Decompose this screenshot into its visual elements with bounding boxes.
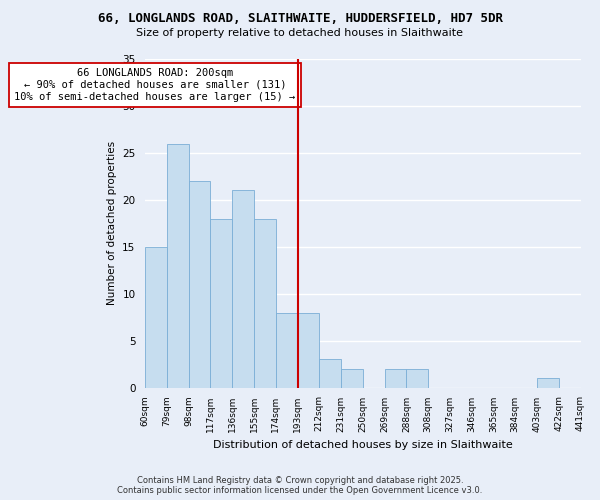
Bar: [319, 360, 341, 388]
Bar: [341, 369, 363, 388]
Bar: [167, 144, 188, 388]
Bar: [211, 218, 232, 388]
Text: Contains HM Land Registry data © Crown copyright and database right 2025.
Contai: Contains HM Land Registry data © Crown c…: [118, 476, 482, 495]
Bar: [254, 218, 276, 388]
Bar: [276, 312, 298, 388]
Bar: [232, 190, 254, 388]
Bar: [188, 181, 211, 388]
X-axis label: Distribution of detached houses by size in Slaithwaite: Distribution of detached houses by size …: [213, 440, 513, 450]
Bar: [298, 312, 319, 388]
Text: 66, LONGLANDS ROAD, SLAITHWAITE, HUDDERSFIELD, HD7 5DR: 66, LONGLANDS ROAD, SLAITHWAITE, HUDDERS…: [97, 12, 503, 26]
Bar: [385, 369, 406, 388]
Y-axis label: Number of detached properties: Number of detached properties: [107, 142, 116, 306]
Bar: [406, 369, 428, 388]
Bar: [537, 378, 559, 388]
Text: Size of property relative to detached houses in Slaithwaite: Size of property relative to detached ho…: [137, 28, 464, 38]
Bar: [145, 247, 167, 388]
Text: 66 LONGLANDS ROAD: 200sqm
← 90% of detached houses are smaller (131)
10% of semi: 66 LONGLANDS ROAD: 200sqm ← 90% of detac…: [14, 68, 296, 102]
